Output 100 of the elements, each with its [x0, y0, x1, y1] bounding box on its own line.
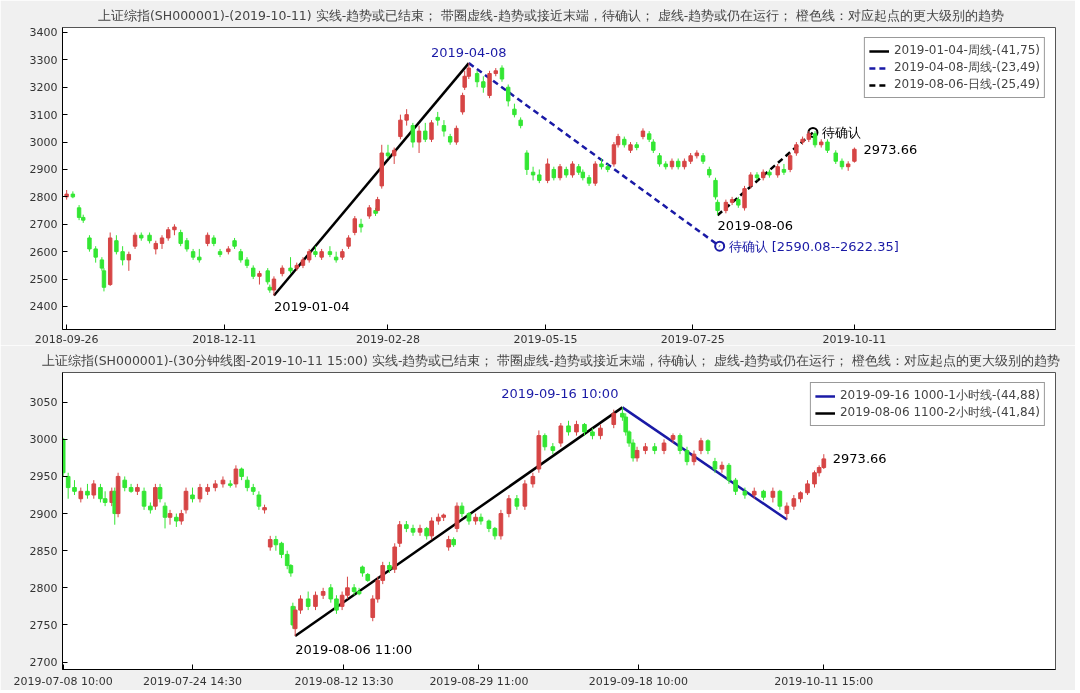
annotation: 待确认 [2590.08--2622.35]	[728, 238, 899, 254]
candlestick	[545, 157, 550, 184]
candlestick	[159, 234, 165, 250]
legend-label: 2019-08-06-日线-(25,49)	[893, 76, 1040, 93]
y-tick-label: 3000	[29, 433, 58, 447]
x-tick-label: 2019-10-11	[822, 332, 887, 346]
candlestick	[162, 501, 168, 529]
x-tick-label: 2019-02-28	[356, 332, 420, 346]
annotation: 2019-08-06 11:00	[295, 642, 413, 658]
y-tick-label: 3000	[29, 136, 58, 150]
candlestick	[729, 196, 735, 206]
candlestick	[256, 490, 262, 511]
candlestick	[352, 215, 358, 236]
x-tick-label: 2019-07-08 10:00	[13, 674, 113, 688]
candlestick	[356, 587, 362, 596]
candlestick	[781, 163, 787, 176]
candlestick	[611, 409, 617, 429]
y-tick-label: 3400	[29, 26, 58, 40]
x-tick-label: 2019-08-12 13:30	[294, 674, 394, 688]
candlestick	[522, 479, 528, 511]
y-tick-label: 3300	[29, 53, 58, 67]
candlestick	[417, 524, 423, 537]
annotation: 2019-04-08	[431, 45, 507, 61]
x-tick-label: 2019-08-29 11:00	[429, 674, 529, 688]
candlestick	[506, 84, 511, 107]
chart-title: 上证综指(SH000001)-(2019-10-11) 实线-趋势或已结束； 带圈虚线-趋势或接近末端，待确认； 虚线-趋势或仍在运行； 橙色线：对应起点的更大级别的趋势	[97, 7, 1005, 23]
candlestick	[719, 461, 725, 474]
legend-label: 2019-08-06 1100-2小时线-(41,84)	[839, 404, 1040, 421]
candlestick	[498, 509, 504, 541]
candlestick	[141, 487, 147, 511]
candlestick	[593, 160, 598, 187]
y-tick-label: 2500	[29, 273, 58, 287]
candlestick	[441, 119, 447, 138]
candlestick	[126, 251, 132, 272]
candlestick	[91, 479, 97, 500]
candlestick	[787, 152, 793, 173]
x-tick-label: 2019-07-25	[660, 332, 725, 346]
y-tick-label: 3200	[29, 81, 58, 95]
y-tick-label: 2700	[29, 656, 58, 670]
annotation: 2019-08-06	[717, 218, 794, 234]
x-tick-label: 2018-12-11	[192, 332, 257, 346]
candlestick	[454, 501, 460, 533]
candlestick	[157, 483, 163, 503]
candlestick	[416, 125, 422, 154]
candlestick	[385, 144, 391, 159]
y-tick-label: 2600	[29, 245, 58, 259]
x-tick-label: 2019-05-15	[513, 332, 578, 346]
x-tick-label: 2019-07-24 14:30	[142, 674, 243, 688]
candlestick	[459, 501, 465, 518]
candlestick	[333, 251, 339, 264]
candlestick	[454, 125, 459, 146]
candlestick	[726, 462, 732, 485]
candlestick	[506, 494, 512, 518]
candlestick	[530, 166, 536, 181]
candlestick	[524, 149, 530, 176]
y-tick-label: 2800	[29, 190, 58, 204]
candlestick	[102, 490, 108, 507]
annotation: 2019-01-04	[273, 298, 350, 314]
candlestick	[305, 591, 311, 611]
candlestick	[153, 483, 158, 511]
y-tick-label: 2750	[29, 618, 58, 632]
candlestick	[670, 432, 676, 444]
candlestick	[167, 509, 173, 526]
annotation: 待确认	[821, 124, 861, 140]
candlestick	[313, 591, 318, 611]
y-tick-label: 2900	[29, 507, 58, 521]
candlestick	[429, 516, 434, 541]
candlestick	[742, 185, 747, 212]
candlestick	[220, 475, 226, 489]
candlestick	[478, 513, 484, 526]
y-tick-label: 2800	[29, 581, 58, 595]
y-tick-label: 2950	[29, 470, 58, 484]
legend-label: 2019-01-04-周线-(41,75)	[893, 42, 1040, 59]
x-tick-label: 2019-10-11 15:00	[774, 674, 874, 688]
candlestick	[784, 501, 790, 521]
legend-label: 2019-09-16 1000-1小时线-(44,88)	[839, 387, 1040, 404]
annotation: 2019-09-16 10:00	[501, 386, 619, 402]
candlestick	[742, 487, 748, 500]
candlestick	[754, 171, 760, 181]
candlestick	[713, 177, 718, 201]
candlestick	[397, 520, 403, 548]
candlestick	[423, 122, 428, 143]
candlestick	[460, 92, 465, 116]
candlestick	[410, 122, 416, 149]
x-tick-label: 2019-09-18 10:00	[588, 674, 688, 688]
candlestick	[392, 542, 398, 574]
candlestick	[429, 119, 434, 143]
legend-label: 2019-04-08-周线-(23,49)	[893, 59, 1040, 76]
annotation: 2973.66	[832, 451, 887, 467]
candlestick	[558, 422, 564, 448]
candlestick	[777, 489, 783, 511]
x-tick-label: 2018-09-26	[34, 332, 99, 346]
chart-title: 上证综指(SH000001)-(30分钟线图-2019-10-11 15:00) 实线-趋势或已结束； 带圈虚线-趋势或接近末端，待确认； 虚线-趋势或仍在运行； 橙色线：对应起点的更大级别的趋势	[41, 352, 1061, 368]
y-tick-label: 2700	[29, 218, 58, 232]
y-tick-label: 2400	[29, 300, 58, 314]
y-tick-label: 2850	[29, 544, 58, 558]
candlestick	[398, 114, 403, 140]
candlestick	[327, 245, 333, 258]
candlestick	[410, 524, 416, 537]
y-tick-label: 3050	[29, 396, 58, 410]
